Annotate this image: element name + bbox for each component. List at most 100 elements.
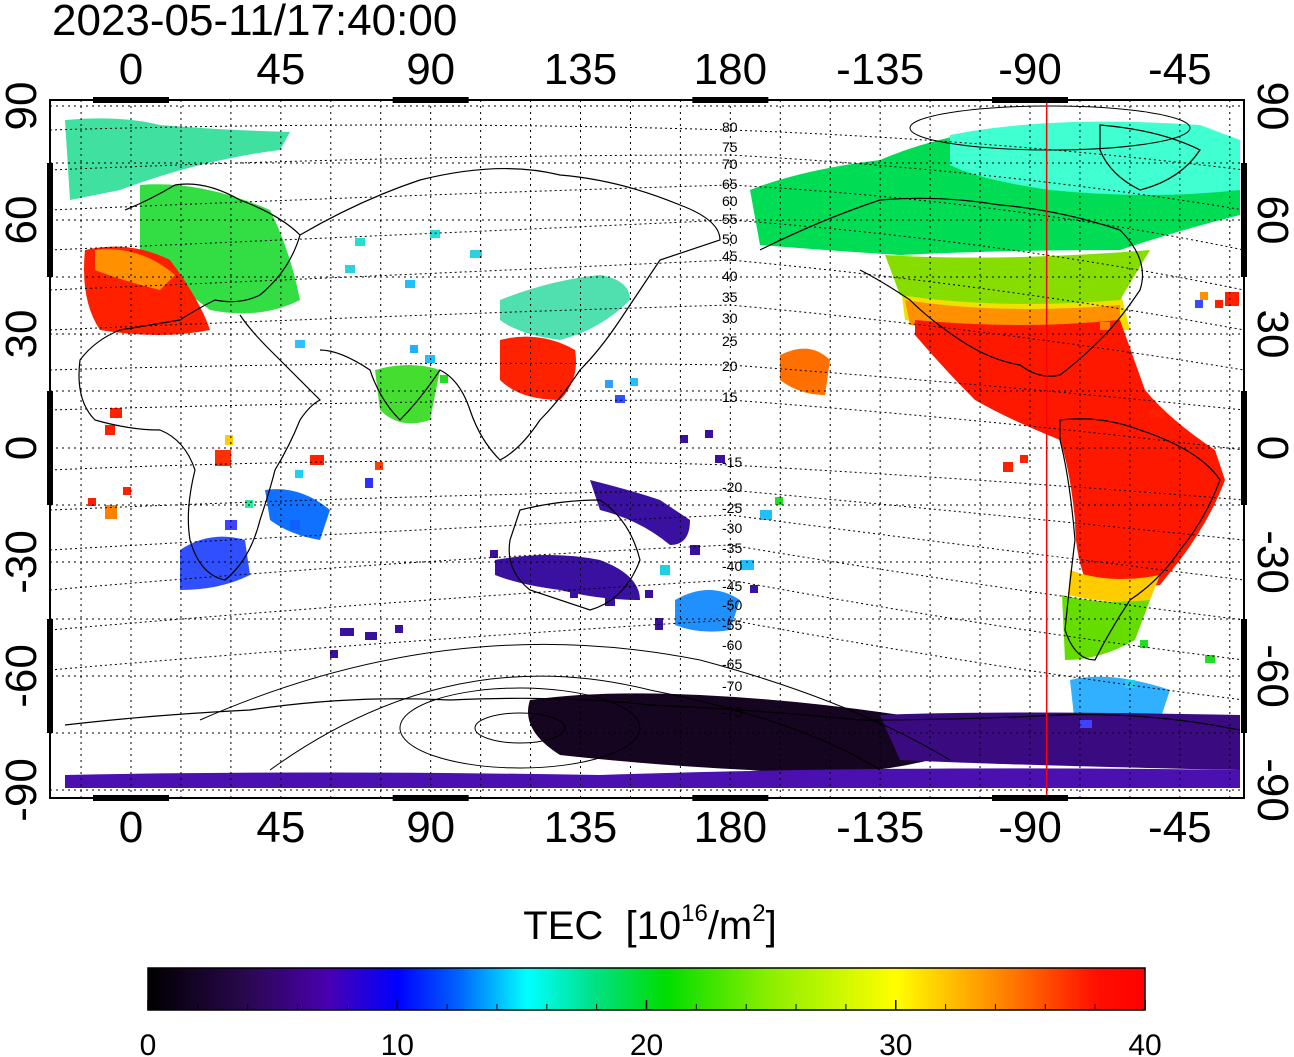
- tec-patch-nz: [675, 590, 740, 632]
- colorbar-tick-label: 10: [381, 1029, 414, 1057]
- coastlines: [64, 124, 1241, 731]
- dip-label: -30: [722, 520, 742, 536]
- lat-axis-right: 90 60 30 0 -30 -60 -90: [1248, 82, 1294, 822]
- dip-label: -40: [722, 558, 742, 574]
- contour-north-3: [50, 184, 1244, 251]
- contour-south-6: [50, 619, 1244, 701]
- dip-label: -45: [722, 578, 742, 594]
- lat-tick-label-left: -30: [0, 530, 46, 594]
- dip-label: 70: [722, 156, 738, 172]
- frame-bar-top: [392, 97, 469, 103]
- dip-label: 35: [722, 289, 738, 305]
- frame-bar-bottom: [93, 795, 169, 801]
- lat-tick-label-left: 60: [0, 196, 46, 245]
- lon-axis-top: 0 45 90 135 180 -135 -90 -45: [119, 45, 1212, 94]
- coast-greenland: [1099, 124, 1201, 191]
- contour-south-3: [50, 514, 1244, 581]
- lon-tick-label-top: 135: [544, 45, 617, 94]
- colorbar-tick-label: 20: [630, 1029, 663, 1057]
- contour-south-5: [50, 579, 1244, 661]
- unit-prefix: [10: [625, 904, 682, 948]
- lon-tick-label-bottom: 180: [694, 803, 767, 852]
- frame-bar-left: [47, 391, 53, 505]
- lat-tick-label-left: 30: [0, 310, 46, 359]
- contour-north-4: [50, 219, 1244, 291]
- south-pole-contour-2: [399, 687, 641, 769]
- colorbar-title: TEC [1016/m2]: [500, 900, 800, 949]
- colorbar-ticks: 0 10 20 30 40: [140, 1000, 1162, 1057]
- tec-patch-antarctic-dark: [528, 693, 936, 774]
- tec-patch-antarctic-mid: [880, 712, 1240, 770]
- south-contour-arc-2: [199, 643, 951, 761]
- colorbar-title-prefix: TEC: [523, 904, 604, 948]
- lon-tick-label-top: -135: [836, 45, 924, 94]
- dip-label: -60: [722, 637, 742, 653]
- lat-tick-label-right: -60: [1248, 644, 1294, 708]
- frame-bar-right: [1241, 619, 1247, 733]
- frame-bar-right: [1241, 163, 1247, 277]
- contour-south-4: [50, 544, 1244, 621]
- tec-patch-pacific-orange: [780, 348, 830, 395]
- unit-exp: 16: [681, 900, 708, 927]
- lat-tick-label-right: 60: [1248, 196, 1294, 245]
- south-contour-arc-1: [269, 675, 881, 771]
- lon-tick-label-top: 90: [406, 45, 455, 94]
- tec-patch-antarctic-band: [65, 768, 1240, 788]
- contour-north-8: [50, 399, 1244, 451]
- tec-patch-south-africa: [180, 536, 250, 590]
- dip-label: -35: [722, 540, 742, 556]
- tec-patch-indonesia: [590, 480, 690, 545]
- dip-label-group: 8075706560555045403530252015-15-20-25-30…: [722, 119, 742, 720]
- tec-patch-india: [375, 365, 440, 424]
- frame-bar-top: [93, 97, 169, 103]
- lat-tick-label-left: -60: [0, 644, 46, 708]
- dip-label: -75: [722, 704, 742, 720]
- lon-axis-bottom: 0 45 90 135 180 -135 -90 -45: [119, 803, 1212, 852]
- tec-patch-madagascar: [265, 489, 330, 540]
- frame-bar-bottom: [992, 795, 1069, 801]
- tec-patch-arctic-europe: [65, 118, 290, 200]
- coast-asia: [299, 167, 721, 461]
- lat-tick-label-left: 0: [0, 436, 46, 460]
- dip-label: 75: [722, 139, 738, 155]
- unit-exp2: 2: [752, 900, 766, 927]
- lon-tick-label-top: 45: [256, 45, 305, 94]
- tec-patch-sa-yellow: [1068, 570, 1160, 602]
- pole-contours: [199, 105, 1191, 771]
- unit-suffix: ]: [765, 904, 777, 948]
- colorbar-tick-label: 40: [1128, 1029, 1161, 1057]
- frame-bar-left: [47, 163, 53, 277]
- frame-bar-right: [1241, 391, 1247, 505]
- dip-label: -50: [722, 597, 742, 613]
- lat-tick-label-right: 90: [1248, 82, 1294, 131]
- contour-north-2: [50, 154, 1244, 211]
- dip-label: -65: [722, 656, 742, 672]
- dip-label: -20: [722, 479, 742, 495]
- tec-patch-europe-orange: [95, 249, 175, 290]
- lon-tick-label-bottom: 0: [119, 803, 143, 852]
- lat-tick-label-right: 0: [1248, 436, 1294, 460]
- frame-bar-bottom: [392, 795, 469, 801]
- frame-tick-bars: [47, 97, 1247, 801]
- north-pole-contour: [909, 105, 1191, 151]
- lat-axis-left: 90 60 30 0 -30 -60 -90: [0, 82, 46, 822]
- frame-bar-bottom: [692, 795, 769, 801]
- tec-patch-australia: [495, 555, 640, 600]
- lat-tick-label-right: -90: [1248, 758, 1294, 822]
- lon-tick-label-top: 0: [119, 45, 143, 94]
- lat-lon-grid: [50, 100, 1244, 798]
- dip-contours: [50, 124, 1244, 701]
- south-pole-contour: [474, 712, 566, 744]
- lat-tick-label-left: -90: [0, 758, 46, 822]
- dip-label: 60: [722, 193, 738, 209]
- frame-bar-left: [47, 619, 53, 733]
- contour-north-1: [50, 124, 1244, 171]
- tec-patch-americas-red: [915, 320, 1225, 590]
- contour-north-7: [50, 362, 1244, 411]
- lon-tick-label-bottom: 135: [544, 803, 617, 852]
- tec-scatter-points: [88, 230, 1239, 728]
- lon-tick-label-top: 180: [694, 45, 767, 94]
- lon-tick-label-bottom: -135: [836, 803, 924, 852]
- dip-label: -15: [722, 454, 742, 470]
- tec-patch-east-asia-green: [500, 275, 630, 340]
